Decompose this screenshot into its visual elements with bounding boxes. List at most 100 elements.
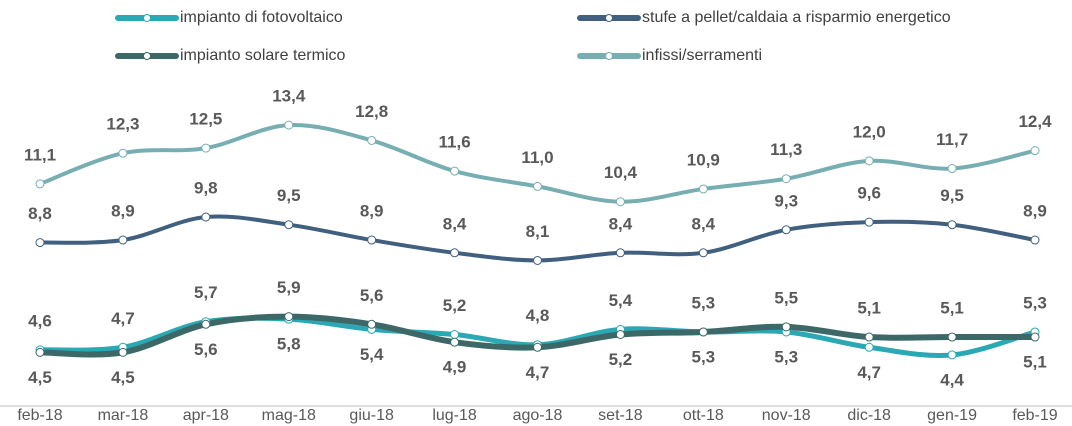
data-label: 12,8 [355, 102, 388, 121]
data-label: 12,0 [853, 122, 886, 141]
point [450, 248, 460, 258]
data-label: 9,6 [857, 184, 881, 203]
point [201, 143, 211, 153]
data-label: 4,6 [28, 311, 52, 330]
x-tick-label: dic-18 [847, 407, 891, 424]
legend-marker [143, 14, 151, 22]
point [781, 322, 791, 332]
point [450, 330, 460, 340]
x-tick-label: lug-18 [432, 407, 477, 424]
x-tick-label: ott-18 [683, 407, 724, 424]
point [947, 350, 957, 360]
data-label: 5,4 [360, 345, 384, 364]
data-label: 5,8 [277, 335, 301, 354]
data-label: 5,6 [194, 340, 218, 359]
legend-label: stufe a pellet/caldaia a risparmio energ… [642, 9, 951, 26]
data-label: 13,4 [272, 87, 306, 106]
point [781, 225, 791, 235]
point [450, 337, 460, 347]
data-label: 5,3 [1023, 293, 1047, 312]
point [947, 220, 957, 230]
x-tick-label: feb-18 [17, 407, 62, 424]
x-tick-label: feb-19 [1012, 407, 1057, 424]
data-label: 5,4 [609, 291, 633, 310]
point [533, 255, 542, 265]
x-tick-label: apr-18 [183, 407, 229, 424]
data-label: 5,3 [774, 347, 798, 366]
data-label: 10,4 [604, 163, 638, 182]
point [367, 135, 377, 145]
point [284, 312, 294, 322]
data-label: 11,6 [439, 133, 471, 152]
data-label: 4,5 [111, 368, 135, 387]
point [284, 120, 294, 130]
point [698, 327, 708, 337]
data-label: 8,4 [692, 214, 716, 233]
x-tick-label: giu-18 [349, 407, 394, 424]
data-label: 8,4 [443, 214, 467, 233]
point [864, 342, 874, 352]
data-label: 5,5 [774, 288, 798, 307]
data-label: 8,1 [526, 222, 550, 241]
data-label: 5,9 [277, 278, 301, 297]
legend-label: impianto solare termico [180, 47, 346, 64]
point [367, 319, 377, 329]
point [615, 330, 625, 340]
point [35, 179, 45, 189]
data-label: 9,5 [940, 186, 964, 205]
point [864, 332, 874, 342]
data-label: 5,1 [1023, 353, 1047, 372]
point [947, 332, 957, 342]
x-tick-label: mag-18 [262, 407, 316, 424]
point [698, 184, 708, 194]
point [35, 238, 45, 248]
data-label: 4,7 [526, 363, 550, 382]
data-label: 9,5 [277, 186, 301, 205]
point [1030, 332, 1040, 342]
point [615, 248, 625, 258]
data-label: 4,9 [443, 358, 467, 377]
point [947, 164, 957, 174]
data-label: 4,7 [857, 363, 881, 382]
data-label: 4,8 [526, 306, 550, 325]
data-label: 5,7 [194, 283, 218, 302]
data-label: 12,3 [106, 115, 139, 134]
data-label: 8,9 [1023, 202, 1047, 221]
data-label: 5,2 [443, 296, 467, 315]
x-tick-label: ago-18 [513, 407, 563, 424]
x-tick-label: set-18 [598, 407, 643, 424]
data-label: 5,1 [940, 299, 964, 318]
point [201, 212, 211, 222]
data-label: 12,4 [1018, 112, 1052, 131]
data-label: 11,1 [24, 145, 56, 164]
legend-marker [605, 52, 613, 60]
data-label: 10,9 [687, 150, 720, 169]
point [615, 197, 625, 207]
point [698, 248, 708, 258]
point [35, 347, 45, 357]
point [533, 181, 542, 191]
data-label: 8,9 [111, 202, 135, 221]
point [201, 319, 211, 329]
x-tick-label: gen-19 [927, 407, 977, 424]
legend-label: impianto di fotovoltaico [180, 9, 343, 26]
point [1030, 235, 1040, 245]
point [864, 217, 874, 227]
data-label: 11,0 [521, 148, 553, 167]
data-label: 4,5 [28, 368, 52, 387]
point [864, 156, 874, 166]
data-label: 4,4 [940, 370, 964, 389]
point [118, 347, 128, 357]
data-label: 9,8 [194, 179, 218, 198]
data-label: 11,3 [770, 140, 802, 159]
legend-marker [143, 52, 151, 60]
data-label: 12,5 [189, 110, 222, 129]
point [367, 235, 377, 245]
data-label: 5,3 [692, 347, 716, 366]
data-label: 5,2 [609, 350, 633, 369]
legend-label: infissi/serramenti [642, 47, 762, 64]
data-label: 5,6 [360, 286, 384, 305]
data-label: 8,8 [28, 204, 52, 223]
point [781, 174, 791, 184]
